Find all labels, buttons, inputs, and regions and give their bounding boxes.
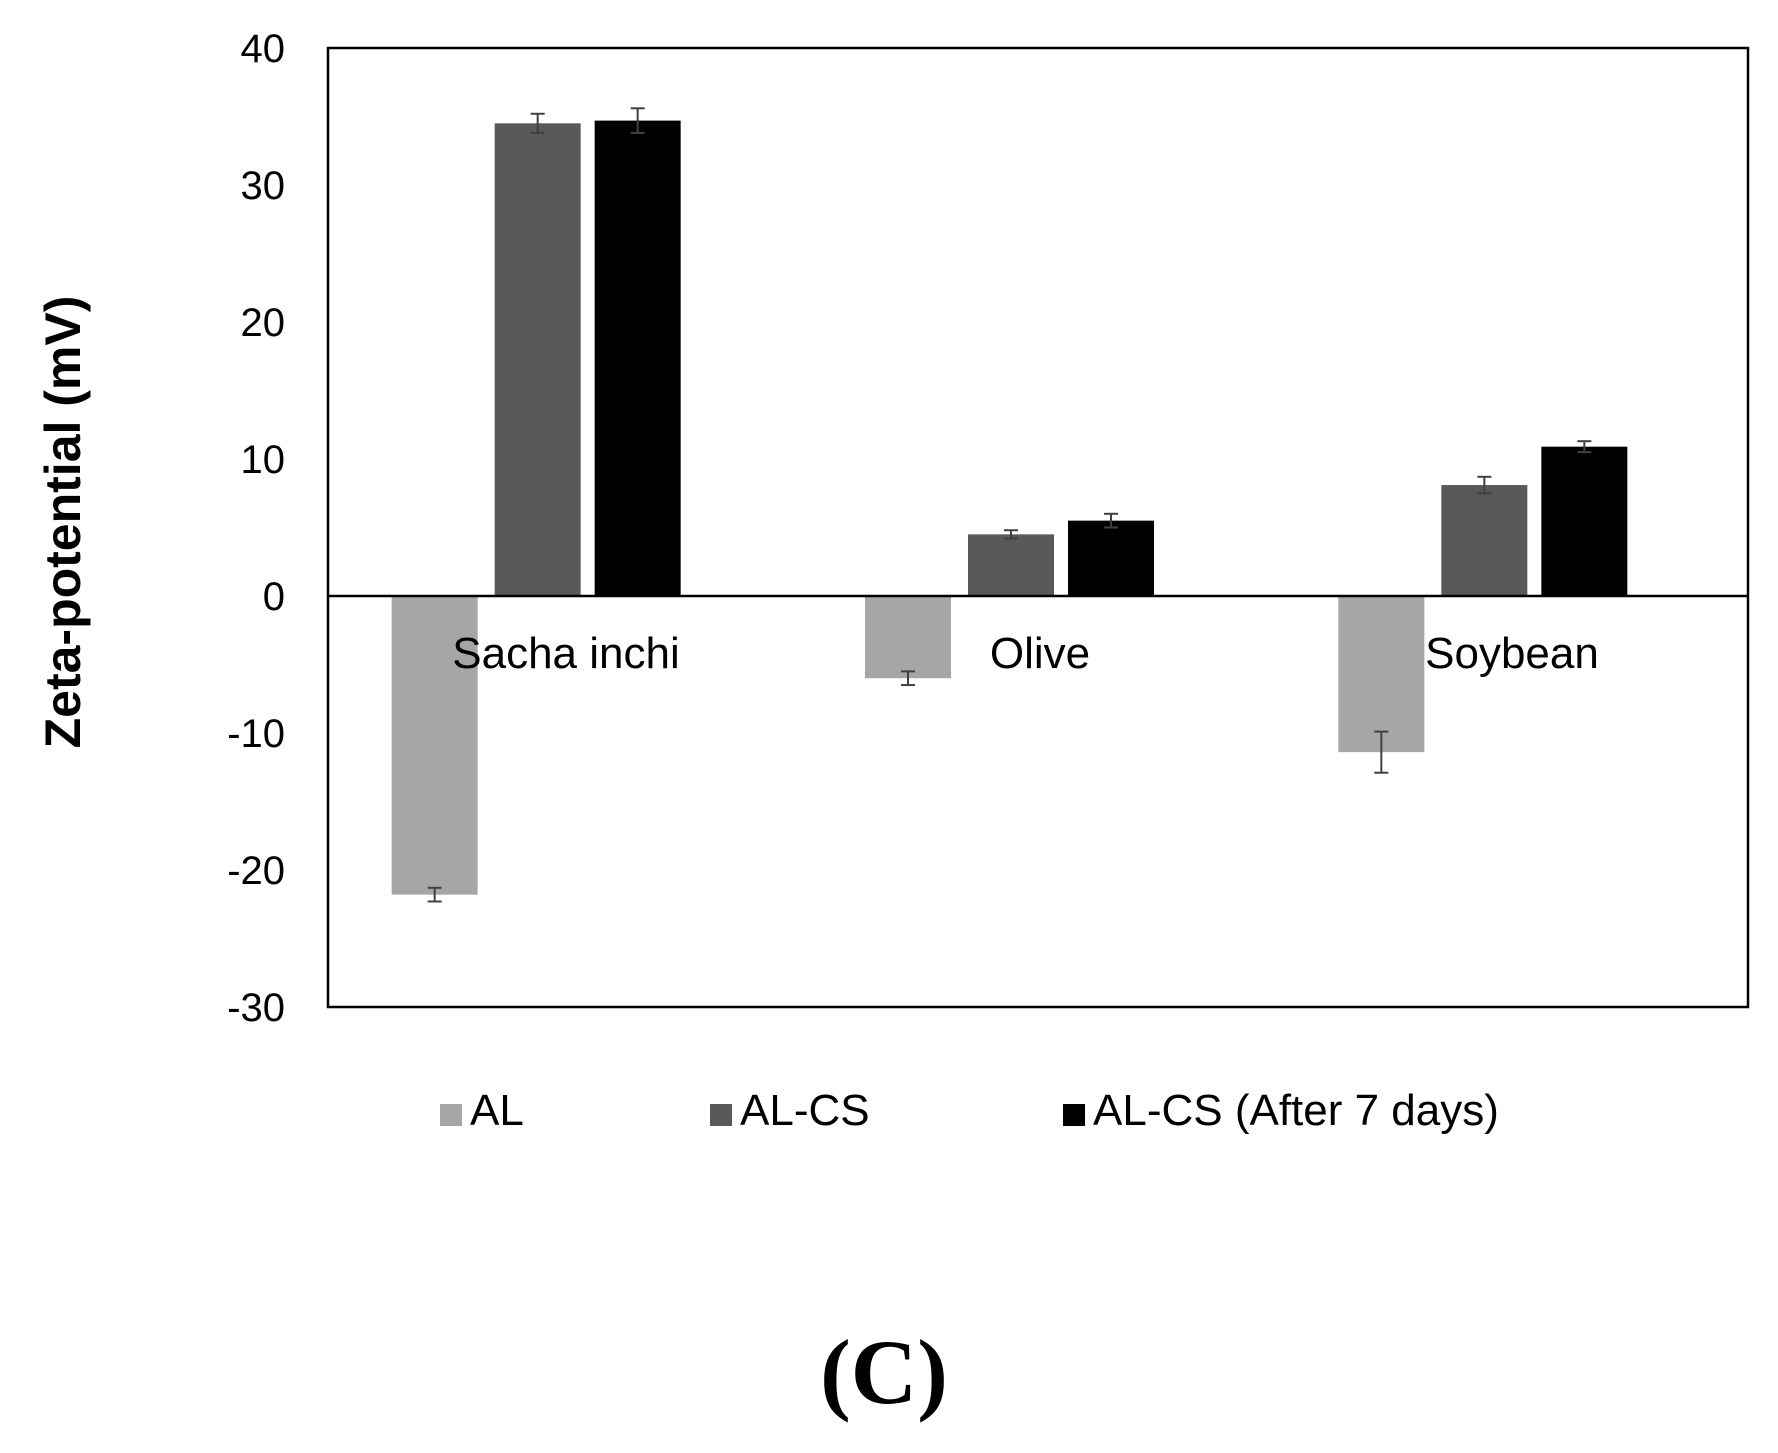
y-axis-title: Zeta-potential (mV) <box>35 296 91 749</box>
panel-label: (C) <box>820 1321 948 1423</box>
y-tick-label: 40 <box>241 27 286 71</box>
y-tick-label: -10 <box>227 712 285 756</box>
error-bar <box>1004 529 1018 540</box>
category-label: Sacha inchi <box>452 629 679 678</box>
plot-frame <box>326 46 1750 1009</box>
y-tick-label: -20 <box>227 849 285 893</box>
y-tick-label: 0 <box>263 575 285 619</box>
legend-label: AL <box>470 1086 524 1135</box>
bar-al-cs-after-7-days-sacha-inchi <box>594 120 681 597</box>
category-label: Olive <box>990 629 1090 678</box>
bar-al-olive <box>865 596 951 679</box>
y-tick-label: 10 <box>241 438 286 482</box>
legend-swatch <box>440 1104 462 1126</box>
category-label: Soybean <box>1425 629 1599 678</box>
legend-item: AL-CS (After 7 days) <box>1063 1086 1499 1135</box>
legend: AL AL-CS AL-CS (After 7 days) <box>440 1086 1499 1135</box>
y-tick-label: -30 <box>227 986 285 1030</box>
bar-al-sacha-inchi <box>391 596 478 895</box>
legend-item: AL <box>440 1086 524 1135</box>
y-tick-label: 20 <box>241 301 286 345</box>
plot-area: 40 30 20 10 0 -10 -20 -30 Sacha inchi Olive Soybea… <box>227 27 1750 1030</box>
legend-item: AL-CS <box>710 1086 870 1135</box>
bar-al-cs-sacha-inchi <box>494 123 581 596</box>
legend-label: AL-CS (After 7 days) <box>1093 1086 1499 1135</box>
bar-al-cs-after-7-days-soybean <box>1541 446 1628 596</box>
error-bar <box>630 107 645 134</box>
legend-swatch <box>1063 1104 1085 1126</box>
error-bar <box>901 670 915 687</box>
error-bar <box>427 886 442 903</box>
error-bar <box>1477 475 1492 495</box>
error-bar <box>1374 730 1389 774</box>
error-bar <box>1577 440 1592 454</box>
error-bar <box>530 112 545 134</box>
bar-al-cs-olive <box>968 534 1054 596</box>
legend-swatch <box>710 1104 732 1126</box>
bar-al-soybean <box>1338 596 1425 753</box>
legend-label: AL-CS <box>740 1086 870 1135</box>
error-bar <box>1104 512 1118 529</box>
bar-al-cs-after-7-days-olive <box>1068 520 1154 596</box>
y-tick-label: 30 <box>241 164 286 208</box>
bar-al-cs-soybean <box>1441 485 1528 596</box>
